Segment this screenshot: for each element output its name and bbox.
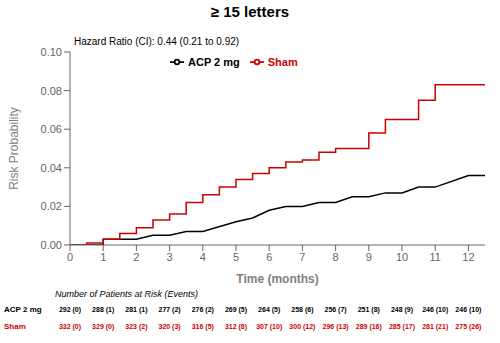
html-text:258 (6): 258 (6) bbox=[291, 306, 314, 313]
html-text:285 (17): 285 (17) bbox=[389, 323, 415, 330]
html-text:269 (5): 269 (5) bbox=[224, 306, 248, 313]
html-text:Sham: Sham bbox=[267, 56, 298, 68]
svg-text:8: 8 bbox=[333, 251, 339, 263]
html-text:292 (0): 292 (0) bbox=[58, 306, 82, 313]
html-text:300 (12): 300 (12) bbox=[289, 323, 316, 330]
svg-text:11: 11 bbox=[429, 251, 440, 263]
html-text:296 (13): 296 (13) bbox=[322, 323, 349, 330]
html-text:332 (0): 332 (0) bbox=[58, 323, 82, 330]
svg-text:4: 4 bbox=[200, 251, 206, 263]
html-text:Number of Patients at Risk (Ev: Number of Patients at Risk (Events) bbox=[55, 289, 199, 299]
html-text:289 (16): 289 (16) bbox=[355, 323, 382, 330]
svg-text:3: 3 bbox=[167, 251, 173, 263]
html-text:312 (8): 312 (8) bbox=[224, 323, 248, 330]
html-text:264 (5): 264 (5) bbox=[258, 306, 281, 313]
html-text:ACP 2 mg: ACP 2 mg bbox=[4, 305, 42, 314]
html-text:246 (10): 246 (10) bbox=[422, 306, 449, 313]
svg-text:0.08: 0.08 bbox=[41, 85, 62, 97]
html-text:276 (2): 276 (2) bbox=[191, 306, 214, 313]
html-text:316 (5): 316 (5) bbox=[191, 323, 214, 330]
html-text:≥ 15 letters: ≥ 15 letters bbox=[210, 3, 290, 20]
html-text:248 (9): 248 (9) bbox=[390, 306, 414, 313]
svg-text:0.06: 0.06 bbox=[41, 123, 62, 135]
html-text:Sham: Sham bbox=[4, 322, 26, 331]
svg-text:0.04: 0.04 bbox=[41, 162, 62, 174]
svg-text:6: 6 bbox=[266, 251, 272, 263]
svg-text:10: 10 bbox=[396, 251, 408, 263]
svg-text:9: 9 bbox=[366, 251, 372, 263]
svg-text:1: 1 bbox=[100, 251, 106, 263]
html-text:307 (10): 307 (10) bbox=[256, 323, 283, 330]
html-text:256 (7): 256 (7) bbox=[324, 306, 347, 313]
svg-text:Risk Probability: Risk Probability bbox=[8, 107, 21, 190]
svg-text:0.02: 0.02 bbox=[41, 200, 62, 212]
html-text:288 (1): 288 (1) bbox=[92, 306, 115, 313]
html-text:275 (26): 275 (26) bbox=[455, 323, 482, 330]
html-text:277 (2): 277 (2) bbox=[158, 306, 181, 313]
svg-text:0: 0 bbox=[67, 251, 73, 263]
html-text:323 (2): 323 (2) bbox=[125, 323, 148, 330]
html-text:ACP 2 mg: ACP 2 mg bbox=[188, 56, 240, 68]
html-text:246 (10): 246 (10) bbox=[455, 306, 482, 313]
html-text:329 (0): 329 (0) bbox=[92, 323, 115, 330]
html-text:281 (21): 281 (21) bbox=[422, 323, 449, 330]
html-text:251 (8): 251 (8) bbox=[357, 306, 380, 313]
svg-text:0.00: 0.00 bbox=[41, 239, 62, 251]
svg-text:7: 7 bbox=[299, 251, 305, 263]
svg-text:5: 5 bbox=[233, 251, 239, 263]
svg-text:12: 12 bbox=[462, 251, 474, 263]
svg-text:2: 2 bbox=[133, 251, 139, 263]
svg-text:Time (months): Time (months) bbox=[236, 272, 318, 286]
html-text:320 (3): 320 (3) bbox=[158, 323, 181, 330]
svg-text:0.10: 0.10 bbox=[41, 46, 62, 58]
html-text:Hazard Ratio (CI): 0.44 (0.21: Hazard Ratio (CI): 0.44 (0.21 to 0.92) bbox=[74, 36, 240, 47]
html-text:281 (1): 281 (1) bbox=[125, 306, 148, 313]
